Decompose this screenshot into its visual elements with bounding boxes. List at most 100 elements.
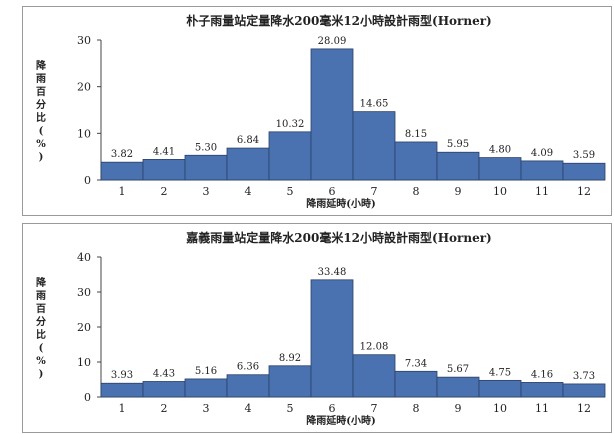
chart-svg-puzi: 朴子雨量站定量降水200毫米12小時設計雨型(Horner) 降雨百分比(%) … (36, 13, 606, 210)
y-tick-label: 30 (77, 286, 91, 299)
data-label: 8.92 (279, 353, 301, 364)
data-label: 6.36 (237, 362, 259, 373)
x-tick-label: 2 (161, 402, 168, 415)
y-axis-label-char: 分 (36, 98, 46, 111)
x-tick-label: 6 (329, 185, 336, 198)
x-tick-label: 1 (119, 402, 126, 415)
x-axis-label: 降雨延時(小時) (306, 414, 375, 427)
bar-1 (100, 382, 144, 398)
y-axis-label-char: 雨 (36, 290, 46, 302)
data-label: 5.95 (447, 139, 469, 150)
x-tick-label: 7 (371, 185, 378, 198)
bar-10 (478, 379, 522, 398)
data-label: 6.84 (237, 135, 259, 146)
y-tick-label: 0 (84, 391, 91, 404)
bar-5 (268, 131, 312, 181)
x-tick-label: 2 (161, 185, 168, 198)
y-axis-label-char: 百 (36, 86, 46, 98)
data-label: 4.16 (531, 369, 553, 380)
x-tick-label: 1 (119, 185, 126, 198)
data-label: 4.43 (153, 368, 175, 379)
chart-panel-puzi: 朴子雨量站定量降水200毫米12小時設計雨型(Horner) 降雨百分比(%) … (22, 6, 612, 216)
data-label: 3.93 (111, 370, 133, 381)
y-tick-label: 20 (77, 81, 91, 94)
data-label: 4.41 (153, 146, 175, 157)
data-label: 8.15 (405, 129, 427, 140)
data-label: 4.09 (531, 148, 553, 159)
y-axis-label-char: ) (39, 369, 44, 380)
bar-7 (352, 354, 396, 398)
data-label: 3.82 (111, 149, 133, 160)
x-tick-label: 8 (413, 185, 420, 198)
bar-1 (100, 161, 144, 181)
y-axis-label-char: ( (39, 126, 44, 137)
bar-12 (562, 383, 606, 398)
x-tick-label: 9 (455, 402, 462, 415)
bar-12 (562, 162, 606, 181)
data-label: 4.80 (489, 145, 511, 156)
x-tick-label: 10 (493, 402, 507, 415)
x-tick-label: 12 (577, 402, 591, 415)
bar-6 (310, 279, 354, 398)
y-tick-label: 0 (84, 174, 91, 187)
x-tick-label: 9 (455, 185, 462, 198)
x-tick-label: 11 (535, 402, 549, 415)
bar-10 (478, 157, 522, 181)
bar-3 (184, 154, 228, 181)
bar-11 (520, 160, 564, 181)
y-axis-label-char: % (36, 356, 46, 367)
x-tick-label: 8 (413, 402, 420, 415)
chart-svg-chiayi: 嘉義雨量站定量降水200毫米12小時設計雨型(Horner) 降雨百分比(%) … (36, 230, 606, 427)
data-label: 5.67 (447, 364, 469, 375)
y-axis-label-char: 比 (36, 328, 46, 341)
bar-5 (268, 365, 312, 398)
data-label: 7.34 (405, 358, 427, 369)
bar-8 (394, 370, 438, 398)
y-axis-label-char: 百 (36, 303, 46, 315)
data-label: 12.08 (360, 342, 389, 353)
y-axis-label-char: 降 (36, 59, 47, 72)
data-label: 3.59 (573, 150, 595, 161)
x-tick-label: 4 (245, 185, 252, 198)
x-tick-label: 12 (577, 185, 591, 198)
y-axis-label-char: % (36, 139, 46, 150)
bar-2 (142, 159, 186, 181)
data-label: 5.16 (195, 366, 217, 377)
x-tick-label: 6 (329, 402, 336, 415)
bar-9 (436, 151, 480, 181)
x-tick-label: 3 (203, 185, 210, 198)
y-tick-label: 10 (77, 356, 91, 369)
y-tick-label: 30 (77, 34, 91, 47)
bar-6 (310, 48, 354, 181)
data-label: 4.75 (489, 367, 511, 378)
data-label: 14.65 (360, 99, 389, 110)
x-tick-label: 4 (245, 402, 252, 415)
chart-title: 朴子雨量站定量降水200毫米12小時設計雨型(Horner) (186, 13, 491, 28)
x-tick-label: 5 (287, 402, 294, 415)
y-axis-label-char: 降 (36, 276, 47, 289)
bar-3 (184, 378, 228, 398)
y-tick-label: 10 (77, 127, 91, 140)
y-tick-label: 20 (77, 321, 91, 334)
data-label: 10.32 (276, 119, 305, 130)
x-tick-label: 3 (203, 402, 210, 415)
x-axis-label: 降雨延時(小時) (306, 197, 375, 210)
bar-4 (226, 374, 270, 398)
bar-9 (436, 376, 480, 398)
y-axis-label-char: 雨 (36, 73, 46, 85)
data-label: 28.09 (318, 36, 347, 47)
x-tick-label: 11 (535, 185, 549, 198)
data-label: 3.73 (573, 371, 595, 382)
y-axis-label-char: 分 (36, 315, 46, 328)
y-tick-label: 40 (77, 251, 91, 264)
bar-2 (142, 381, 186, 398)
x-tick-label: 10 (493, 185, 507, 198)
y-axis-label-char: 比 (36, 111, 46, 124)
data-label: 5.30 (195, 142, 217, 153)
bar-8 (394, 141, 438, 181)
y-axis-label-char: ) (39, 152, 44, 163)
chart-title: 嘉義雨量站定量降水200毫米12小時設計雨型(Horner) (185, 230, 491, 245)
bar-4 (226, 147, 270, 181)
